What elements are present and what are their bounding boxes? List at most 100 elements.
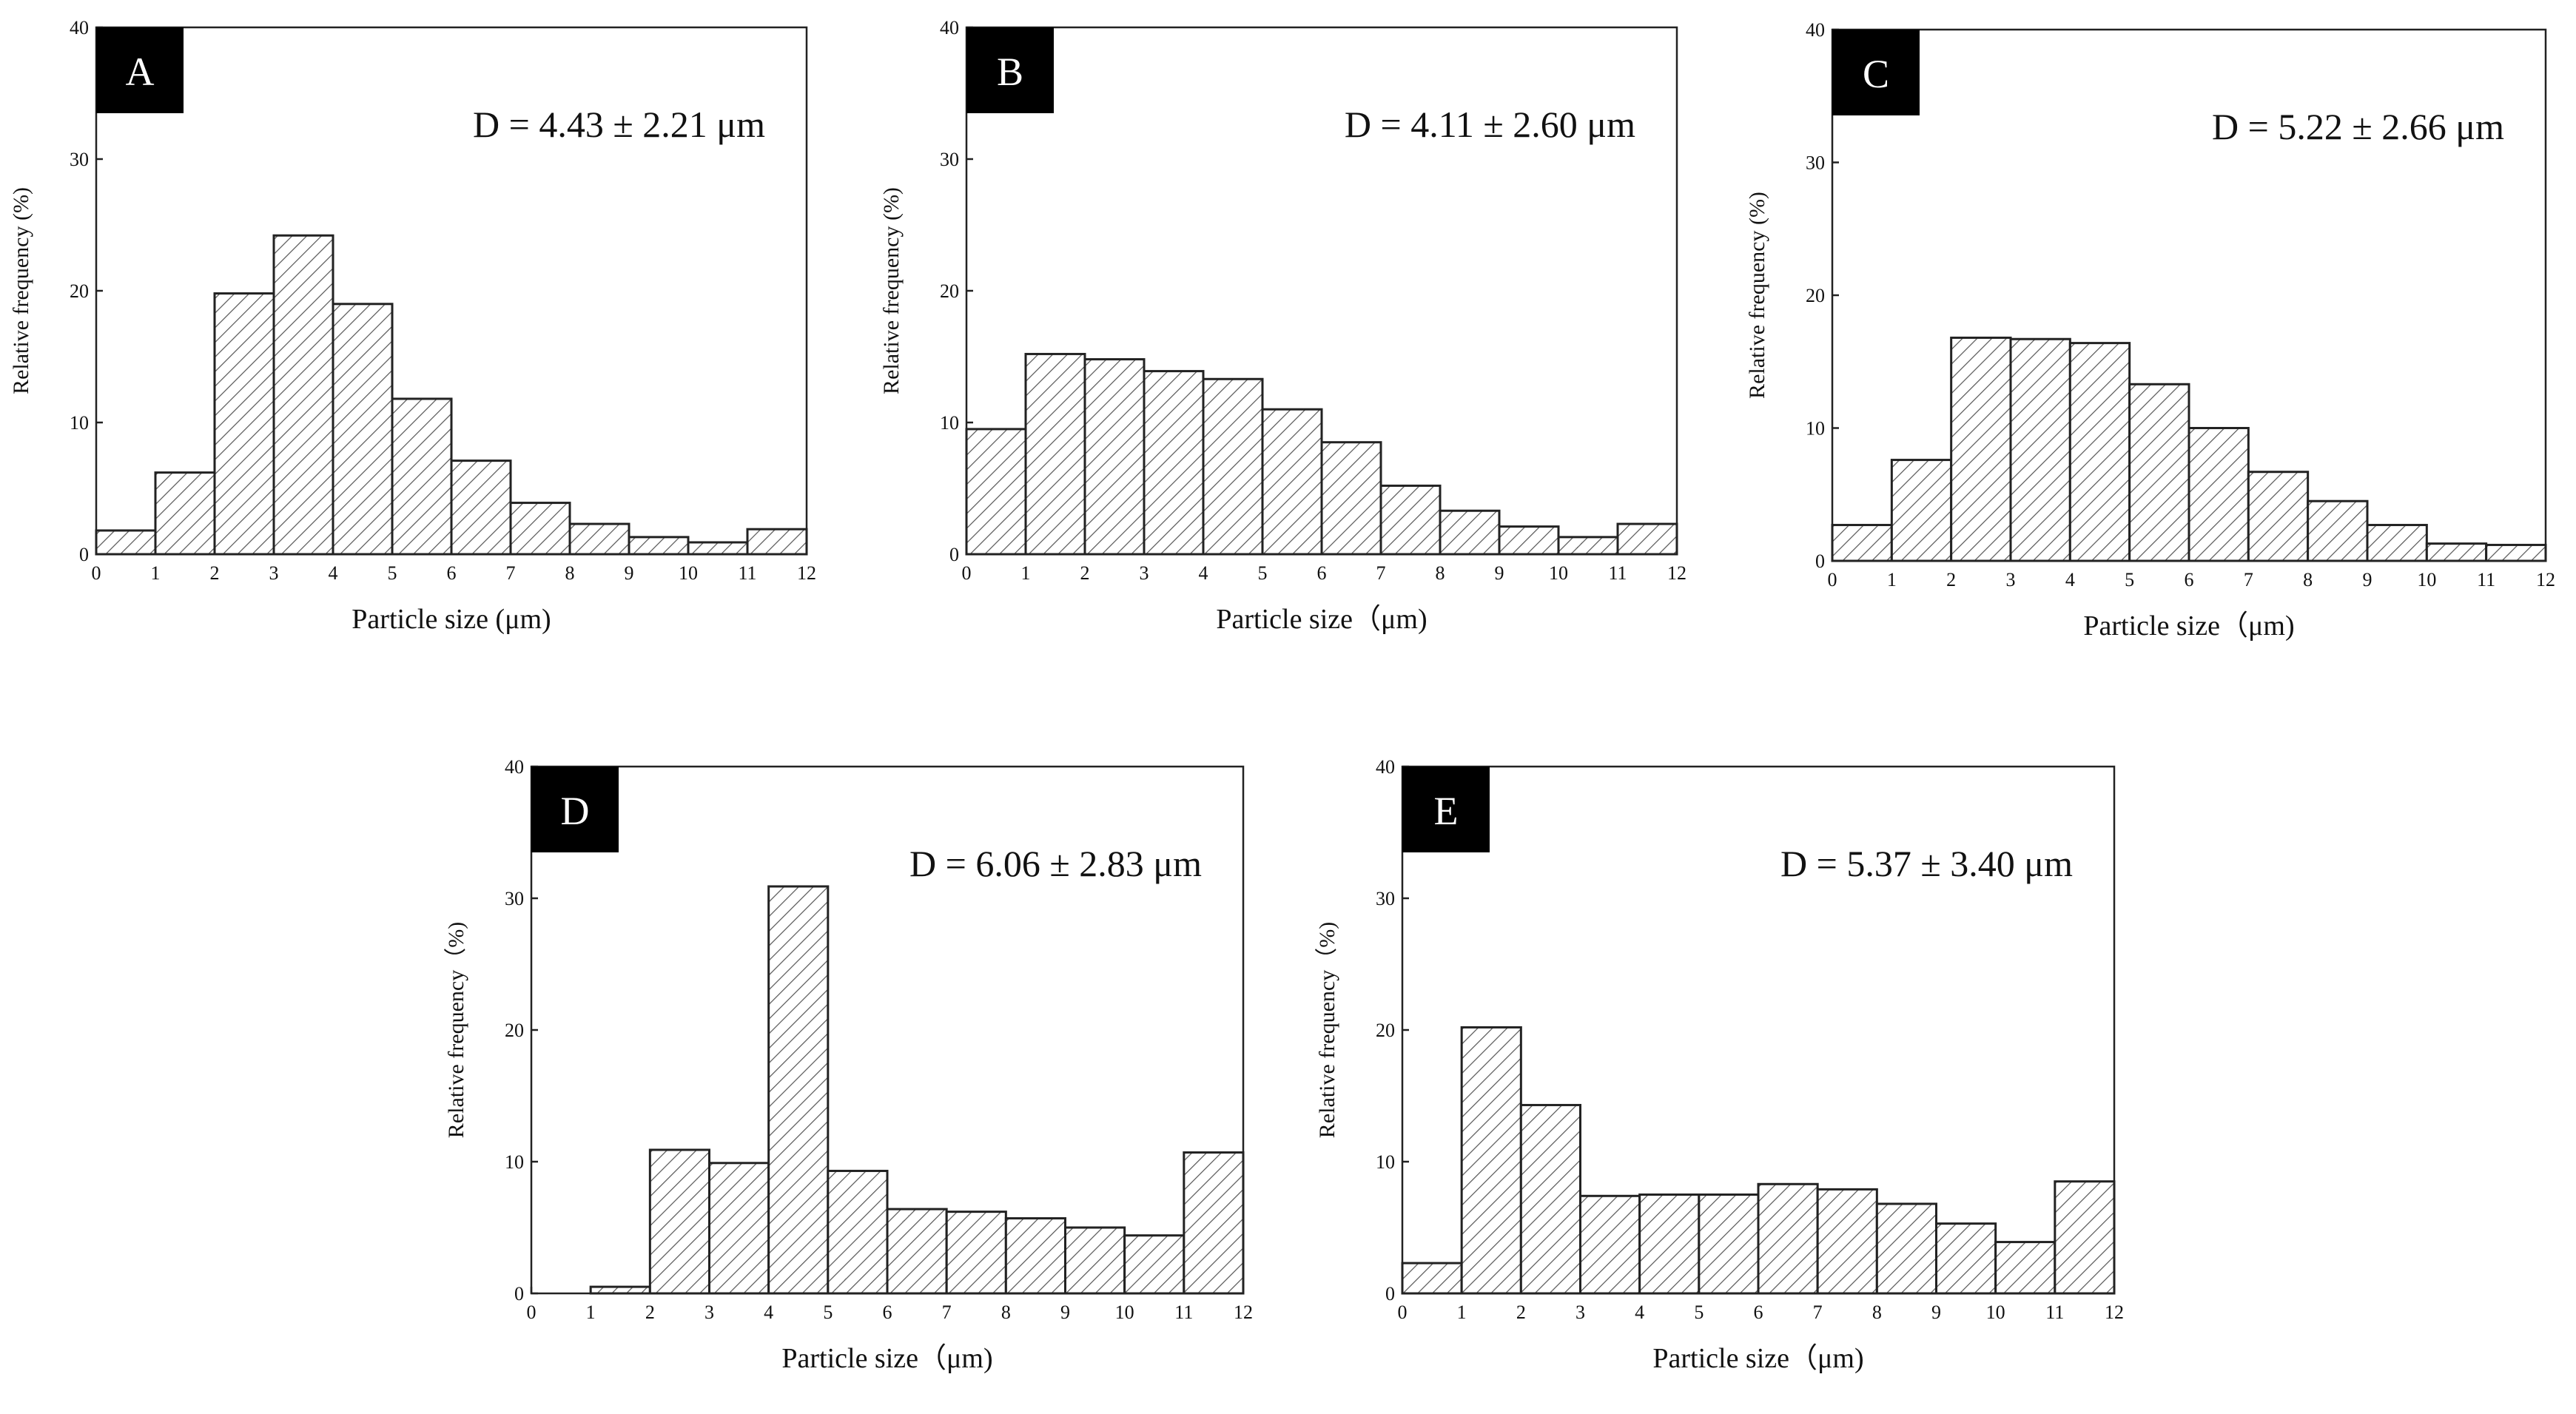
histogram-bar	[391, 397, 453, 556]
histogram-bar	[2128, 383, 2190, 562]
y-axis-label: Relative frequency（%)	[444, 922, 468, 1138]
panel-letter-badge	[966, 27, 1054, 113]
x-tick-label: 8	[1436, 562, 1445, 584]
histogram-bar	[708, 1162, 770, 1295]
x-tick-label: 0	[1828, 569, 1837, 590]
x-tick-label: 5	[823, 1302, 833, 1323]
y-tick-label: 20	[505, 1020, 524, 1041]
y-tick-label: 20	[1806, 285, 1825, 306]
panel-letter-badge	[531, 767, 619, 852]
histogram-bar	[1064, 1226, 1126, 1295]
y-tick-label: 40	[940, 17, 959, 38]
y-tick-label: 10	[940, 412, 959, 434]
histogram-bar	[1816, 1188, 1878, 1295]
y-tick-label: 0	[949, 544, 959, 565]
y-tick-label: 30	[70, 149, 89, 170]
histogram-bar	[332, 303, 394, 556]
x-tick-label: 4	[1199, 562, 1208, 584]
y-axis-ticks: 0 10 20 30 40	[1806, 19, 1839, 572]
x-tick-label: 8	[1872, 1302, 1882, 1323]
x-tick-label: 5	[388, 562, 397, 584]
x-tick-label: 9	[1931, 1302, 1941, 1323]
x-axis-ticks: 0 1 2 3 4 5 6 7 8 9 10 11 12	[962, 548, 1686, 584]
histogram-bar	[2187, 427, 2250, 562]
y-tick-label: 20	[940, 280, 959, 302]
histogram-bar	[767, 885, 830, 1295]
y-tick-label: 20	[70, 280, 89, 302]
histogram-bar	[1950, 336, 2012, 562]
x-tick-label: 3	[2006, 569, 2016, 590]
x-tick-label: 0	[92, 562, 101, 584]
x-tick-label: 1	[1887, 569, 1897, 590]
x-tick-label: 7	[506, 562, 516, 584]
x-tick-label: 7	[1813, 1302, 1823, 1323]
mean-diameter-label: D = 4.43 ± 2.21 μm	[473, 104, 765, 145]
histogram-bar	[1831, 524, 1893, 562]
y-tick-label: 30	[1376, 888, 1395, 909]
x-tick-label: 1	[1457, 1302, 1467, 1323]
histogram-bar	[648, 1148, 710, 1295]
x-tick-label: 0	[962, 562, 972, 584]
histogram-bar	[2009, 337, 2071, 562]
x-tick-label: 10	[2417, 569, 2436, 590]
x-tick-label: 9	[2363, 569, 2372, 590]
histogram-bar	[589, 1285, 651, 1295]
histogram-bar	[1935, 1222, 1997, 1295]
histogram-bar	[1638, 1194, 1701, 1295]
histogram-bar	[1202, 377, 1264, 556]
histogram-bar	[1557, 536, 1619, 556]
y-tick-label: 10	[1806, 418, 1825, 440]
histogram-bar	[886, 1208, 948, 1295]
histogram-bar	[2485, 543, 2547, 562]
x-tick-label: 1	[151, 562, 161, 584]
panel-letter: A	[126, 50, 155, 94]
x-axis-ticks: 0 1 2 3 4 5 6 7 8 9 10 11 12	[1398, 1287, 2124, 1323]
histogram-bar	[746, 528, 808, 556]
histogram-bar	[2307, 499, 2369, 562]
histogram-bar	[1890, 459, 1953, 562]
y-axis-label: Relative frequency（%)	[1315, 922, 1339, 1138]
y-tick-label: 40	[505, 756, 524, 778]
x-tick-label: 2	[1516, 1302, 1526, 1323]
bar-group	[965, 352, 1678, 556]
y-tick-label: 10	[1376, 1151, 1395, 1173]
histogram-bar	[965, 428, 1027, 556]
histogram-bar	[1460, 1026, 1522, 1295]
x-axis-ticks: 0 1 2 3 4 5 6 7 8 9 10 11 12	[1828, 554, 2555, 590]
x-axis-label: Particle size（μm)	[1216, 604, 1427, 635]
x-tick-label: 9	[1060, 1302, 1070, 1323]
x-tick-label: 8	[565, 562, 575, 584]
x-tick-label: 4	[1635, 1302, 1644, 1323]
x-tick-label: 5	[1694, 1302, 1704, 1323]
x-tick-label: 10	[1115, 1302, 1134, 1323]
histogram-bar	[2247, 471, 2310, 562]
histogram-bar	[1083, 358, 1146, 556]
x-tick-label: 10	[1986, 1302, 2005, 1323]
y-tick-label: 0	[1815, 551, 1825, 572]
histogram-bar	[1320, 441, 1382, 556]
y-axis-ticks: 0 10 20 30 40	[1376, 756, 1409, 1304]
x-tick-label: 0	[527, 1302, 537, 1323]
histogram-bar	[2366, 524, 2428, 562]
panel-letter: D	[561, 789, 590, 833]
y-tick-label: 0	[79, 544, 89, 565]
histogram-bar	[1994, 1241, 2057, 1295]
x-tick-label: 6	[2185, 569, 2194, 590]
x-tick-label: 3	[1140, 562, 1149, 584]
histogram-bar	[1183, 1151, 1245, 1295]
x-tick-label: 3	[269, 562, 279, 584]
x-tick-label: 1	[1021, 562, 1031, 584]
y-tick-label: 30	[1806, 152, 1825, 174]
histogram-bar	[827, 1169, 889, 1295]
x-tick-label: 6	[1754, 1302, 1763, 1323]
histogram-bar	[1261, 408, 1323, 556]
mean-diameter-label: D = 4.11 ± 2.60 μm	[1345, 104, 1635, 145]
panel-letter-badge	[1402, 767, 1490, 852]
x-axis-ticks: 0 1 2 3 4 5 6 7 8 9 10 11 12	[92, 548, 816, 584]
x-tick-label: 4	[2065, 569, 2075, 590]
x-tick-label: 2	[645, 1302, 655, 1323]
x-tick-label: 7	[942, 1302, 952, 1323]
